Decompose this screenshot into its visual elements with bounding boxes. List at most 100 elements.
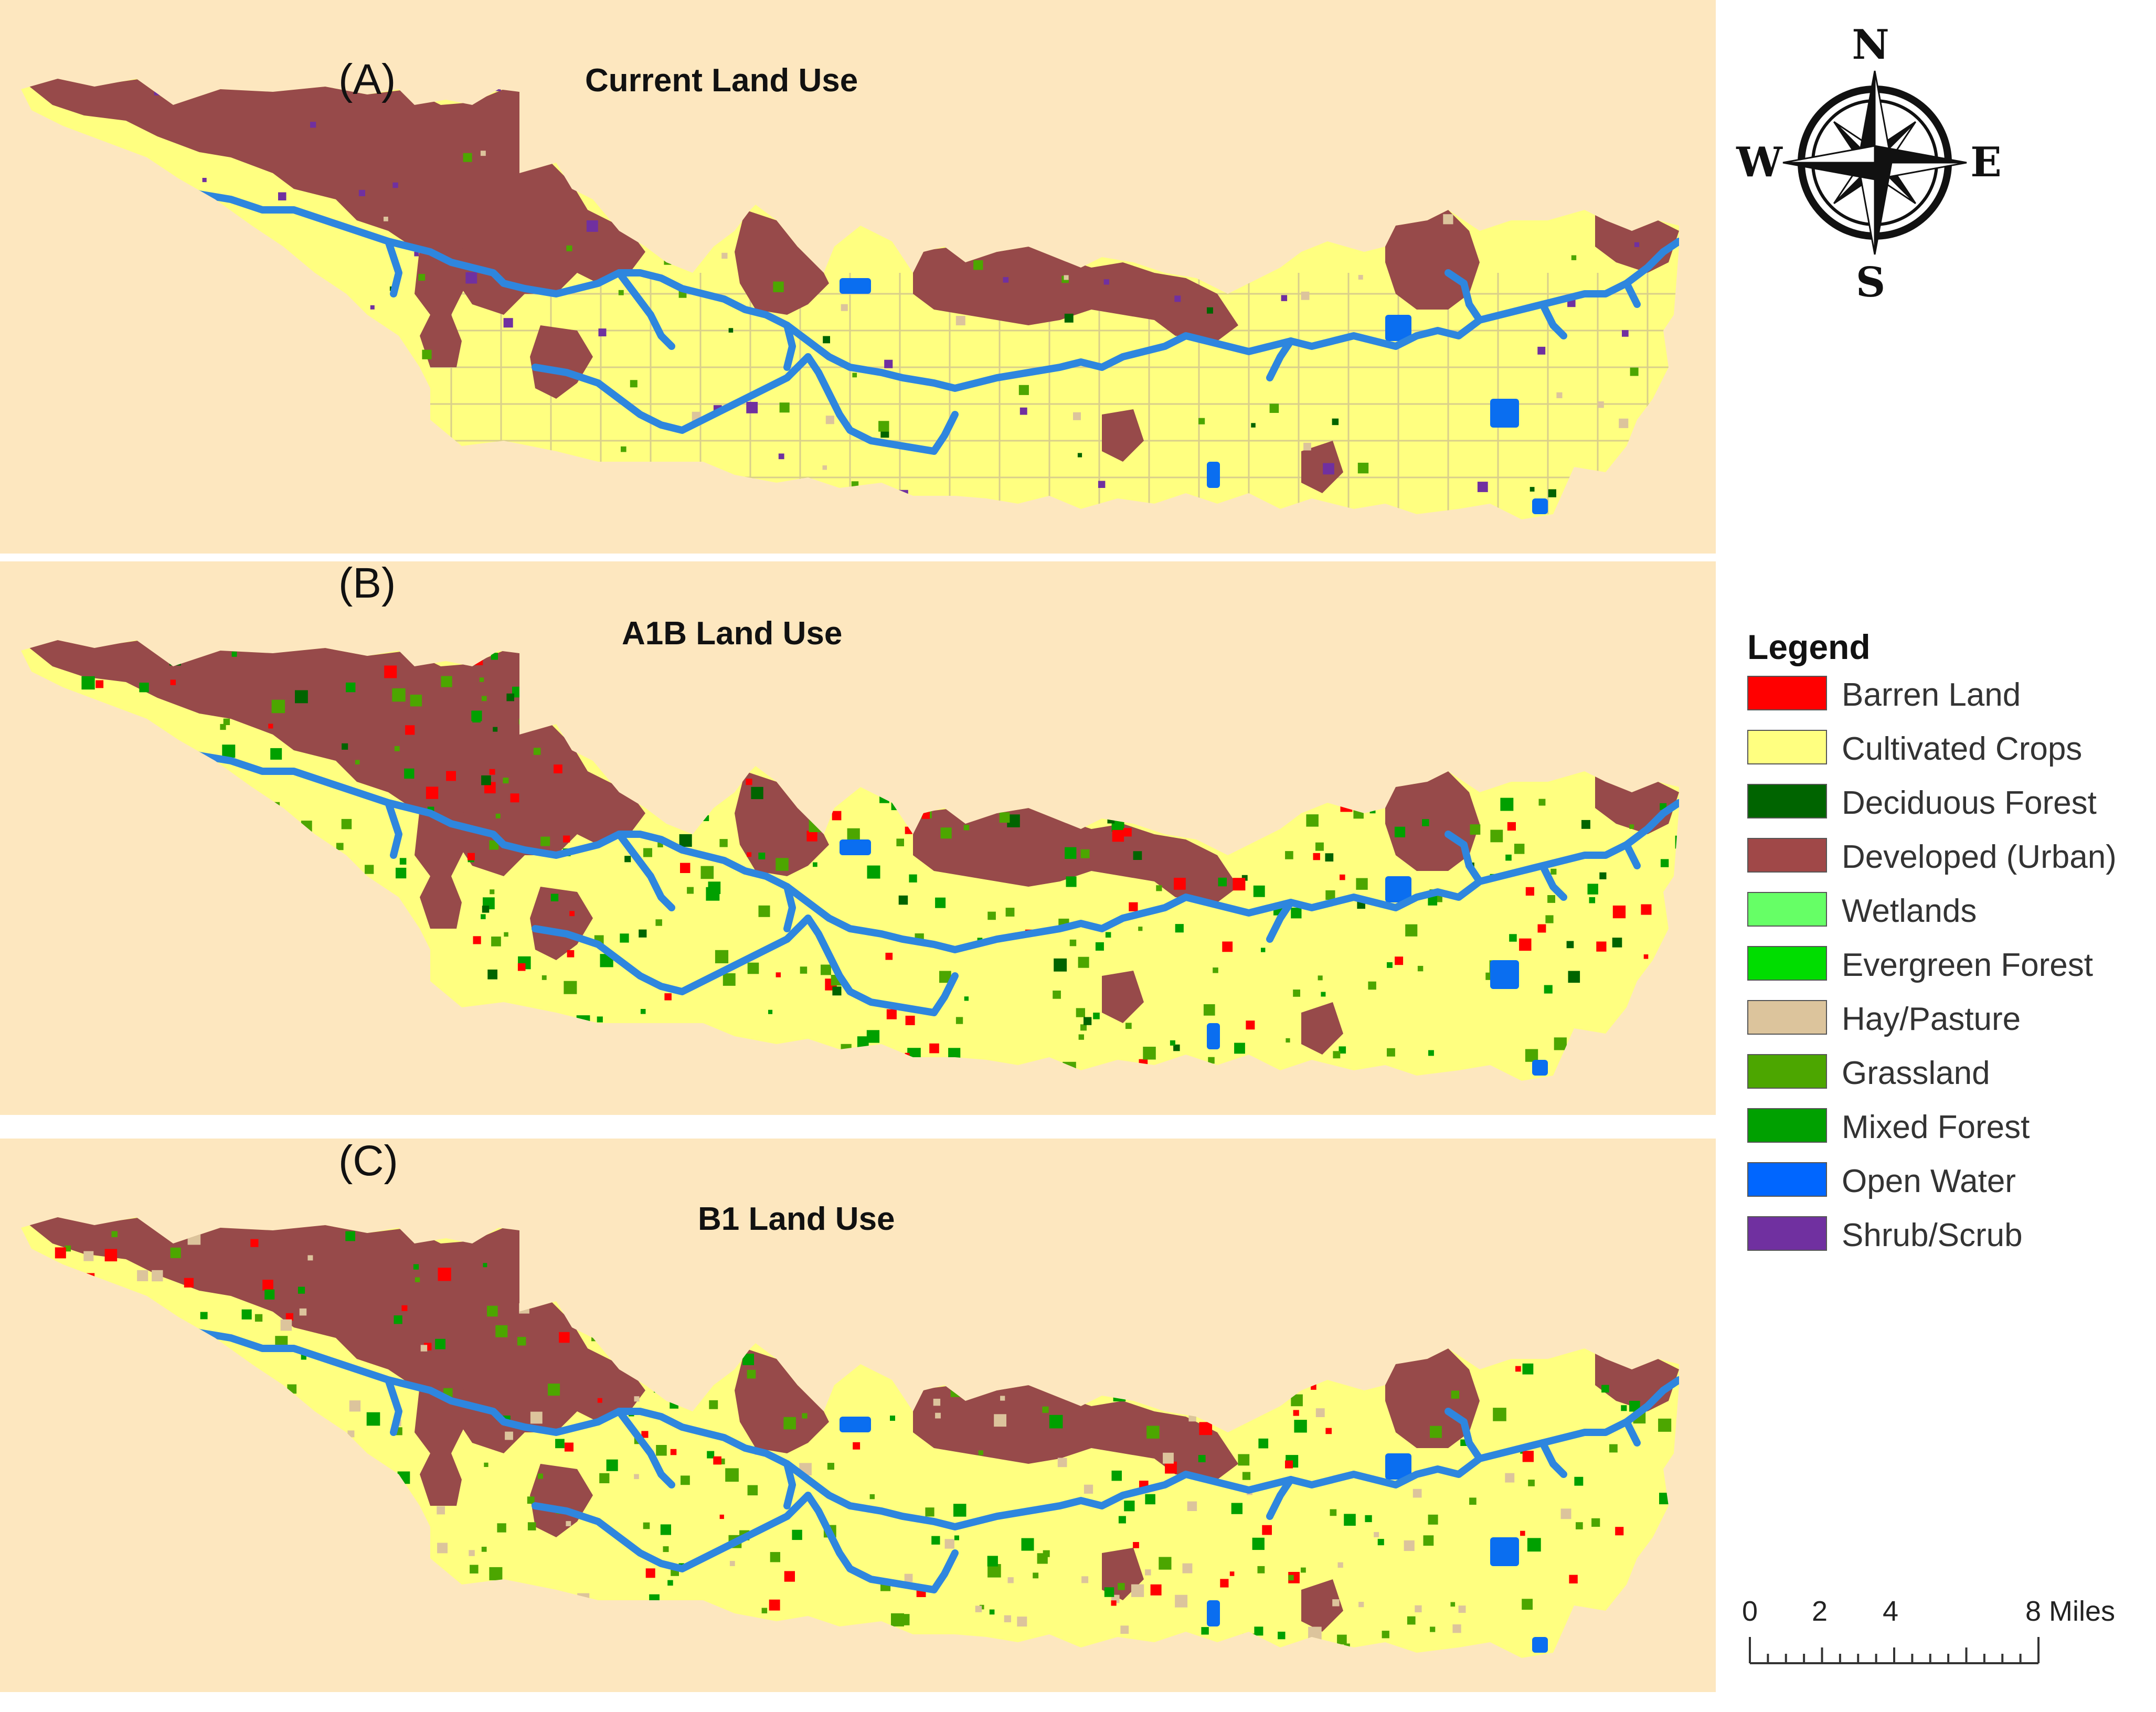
land-cover-patch [1064,275,1069,280]
river [385,238,402,297]
land-cover-patch [1527,1538,1541,1552]
land-cover-patch [1258,1438,1269,1449]
river [1623,1418,1641,1447]
water-body [1490,1537,1519,1566]
land-cover-patch [495,1325,508,1337]
land-cover-patch [1394,826,1406,837]
land-cover-patch [1599,872,1607,879]
land-cover-patch [271,699,285,714]
land-cover-patch [783,1417,796,1430]
land-cover-patch [1325,853,1334,862]
land-cover-patch [1131,1584,1144,1597]
urban-area [735,1348,829,1453]
legend-label: Barren Land [1842,677,2021,713]
land-cover-patch [1201,1627,1209,1635]
land-cover-patch [541,975,547,980]
land-cover-patch [1133,851,1142,860]
land-cover-patch [392,688,406,702]
land-cover-patch [1323,463,1334,475]
land-cover-patch [1156,885,1162,891]
land-cover-patch [1333,1051,1341,1059]
land-cover-patch [994,1414,1006,1427]
land-cover-patch [1018,385,1029,395]
land-cover-patch [1339,1046,1346,1054]
land-cover-patch [1340,874,1345,880]
land-cover-patch [1505,854,1512,861]
land-cover-patch [566,245,572,251]
land-cover-patch [620,933,629,943]
land-cover-patch [268,724,273,729]
land-cover-patch [1550,868,1557,875]
land-cover-patch [1404,1540,1415,1551]
land-cover-patch [885,952,893,960]
land-cover-patch [713,1456,721,1465]
land-cover-patch [1054,958,1067,972]
land-cover-patch [355,760,360,764]
land-cover-patch [1306,814,1319,827]
land-cover-patch [1358,275,1363,280]
land-cover-patch [65,1245,71,1252]
legend-label: Wetlands [1842,893,1977,929]
land-cover-patch [566,1521,571,1526]
land-cover-patch [778,453,784,460]
land-cover-patch [1509,934,1517,942]
land-cover-patch [1229,1571,1235,1576]
water-body [1385,876,1411,902]
land-cover-patch [299,1308,307,1316]
land-cover-patch [262,1280,273,1291]
land-cover-patch [479,677,484,682]
land-cover-patch [1080,1024,1087,1031]
land-cover-patch [964,996,969,1001]
urban-area [1385,1348,1480,1448]
land-cover-patch [841,304,848,311]
land-cover-patch [657,842,663,847]
land-cover-patch [1111,1470,1122,1481]
land-cover-patch [1596,941,1607,952]
land-cover-patch [884,359,893,368]
river [1445,1408,1483,1462]
land-cover-patch [222,745,236,758]
water-body [840,1417,871,1432]
land-cover-patch [776,972,781,977]
land-cover-patch [800,966,808,974]
land-cover-patch [1269,403,1279,413]
land-cover-patch [703,815,709,821]
legend-label: Grassland [1842,1055,1990,1091]
legend-item: Hay/Pasture [1747,998,2156,1038]
land-cover-patch [1145,1569,1151,1576]
land-cover-patch [1560,1508,1571,1519]
land-cover-patch [1076,1008,1085,1017]
land-cover-patch [643,1522,650,1529]
land-cover-patch [758,905,770,917]
land-cover-patch [1609,1444,1618,1453]
land-cover-patch [681,1475,690,1485]
land-cover-patch [768,1009,773,1014]
land-cover-patch [491,653,498,660]
map-current-land-use [0,0,1716,554]
land-cover-patch [667,1580,673,1586]
land-cover-patch [1080,849,1090,858]
urban-area [1385,210,1480,310]
land-cover-patch [137,1270,148,1281]
land-cover-patch [747,1485,758,1496]
land-cover-patch [481,1547,487,1552]
land-cover-patch [729,1561,735,1566]
land-cover-patch [1450,1602,1456,1607]
land-cover-patch [847,828,860,841]
land-cover-patch [1053,991,1061,999]
land-cover-patch [1291,1394,1303,1407]
land-cover-patch [896,838,904,846]
land-cover-patch [707,1451,715,1459]
land-cover-patch [223,718,230,725]
panel-letter: (B) [338,559,396,607]
land-cover-patch [295,690,308,704]
water-body [1532,1637,1548,1653]
land-cover-patch [1125,1023,1132,1029]
land-cover-patch [540,836,550,846]
water-body [1532,1060,1548,1076]
land-cover-patch [517,1337,526,1346]
legend-swatch [1747,1000,1827,1035]
land-cover-patch [1619,418,1629,428]
land-cover-patch [384,665,397,678]
water-body [1490,399,1519,428]
